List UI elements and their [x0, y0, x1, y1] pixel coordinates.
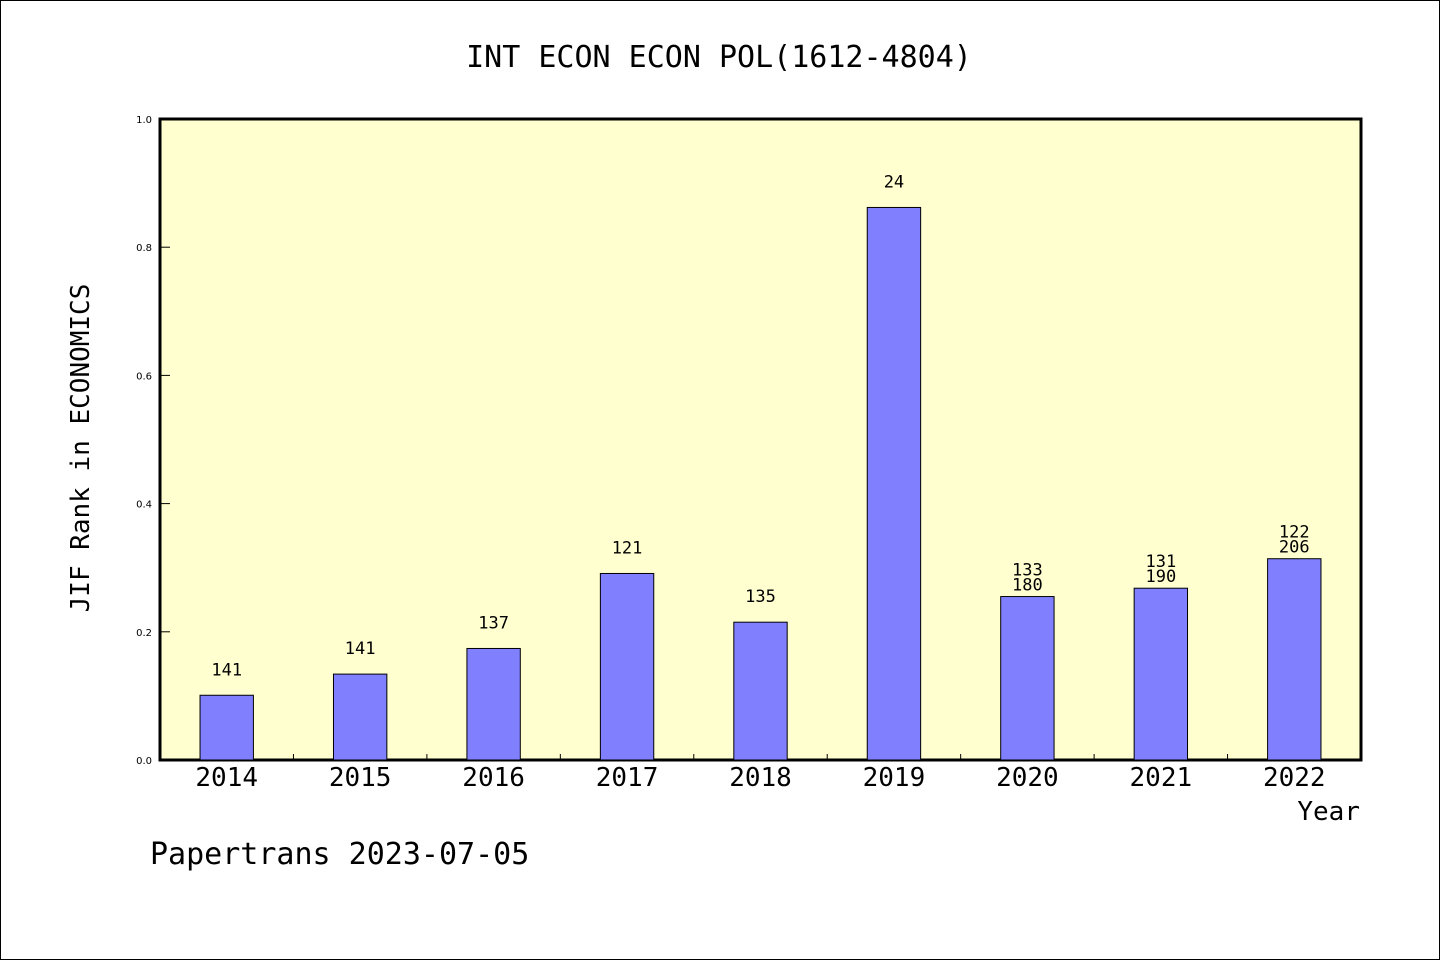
bar-data-label: 24 — [884, 172, 904, 192]
bar-data-label: 131 — [1145, 552, 1176, 572]
bar-data-label: 141 — [345, 639, 376, 659]
y-tick-label: 0.0 — [136, 756, 152, 767]
y-tick-label: 0.4 — [136, 500, 152, 511]
x-axis-label: Year — [1297, 797, 1360, 827]
bar — [733, 621, 788, 761]
x-tick-label: 2020 — [996, 763, 1059, 793]
x-tick-label: 2019 — [863, 763, 926, 793]
y-tick-label: 1.0 — [136, 115, 152, 126]
x-tick-label: 2015 — [329, 763, 392, 793]
x-tick-label: 2018 — [729, 763, 792, 793]
bar — [1000, 596, 1055, 761]
bar-data-label: 180 — [1012, 576, 1043, 596]
bar-data-label: 190 — [1145, 567, 1176, 587]
x-tick-label: 2016 — [462, 763, 525, 793]
bar-data-label: 137 — [478, 613, 509, 633]
bar — [1133, 587, 1189, 761]
bar — [1267, 558, 1322, 761]
y-tick-label: 0.2 — [136, 628, 152, 639]
bar-data-label: 141 — [211, 660, 242, 680]
y-axis-label: JIF Rank in ECONOMICS — [66, 284, 96, 613]
y-axis: 0.0 0.2 0.4 0.6 0.8 1.0 — [136, 115, 170, 767]
bar — [199, 694, 254, 761]
y-tick-label: 0.6 — [136, 371, 152, 382]
x-tick-label: 2022 — [1263, 763, 1326, 793]
bar — [866, 206, 922, 761]
bar — [332, 673, 388, 761]
bar-data-label: 206 — [1279, 538, 1310, 558]
x-tick-label: 2021 — [1130, 763, 1193, 793]
bar — [466, 647, 521, 761]
chart-title: INT ECON ECON POL(1612-4804) — [466, 40, 972, 75]
x-tick-label: 2014 — [195, 763, 258, 793]
bar-data-label: 133 — [1012, 561, 1043, 581]
y-tick-label: 0.8 — [136, 243, 152, 254]
bar — [599, 572, 655, 761]
x-tick-label: 2017 — [596, 763, 659, 793]
bar-series — [199, 206, 1322, 761]
bar-data-label: 122 — [1279, 523, 1310, 543]
x-axis: 2014 2015 2016 2017 2018 2019 2020 2021 2022 — [195, 754, 1326, 793]
bar-data-label: 121 — [612, 538, 643, 558]
bar-data-label: 135 — [745, 587, 776, 607]
footer-stamp: Papertrans 2023-07-05 — [150, 837, 529, 872]
